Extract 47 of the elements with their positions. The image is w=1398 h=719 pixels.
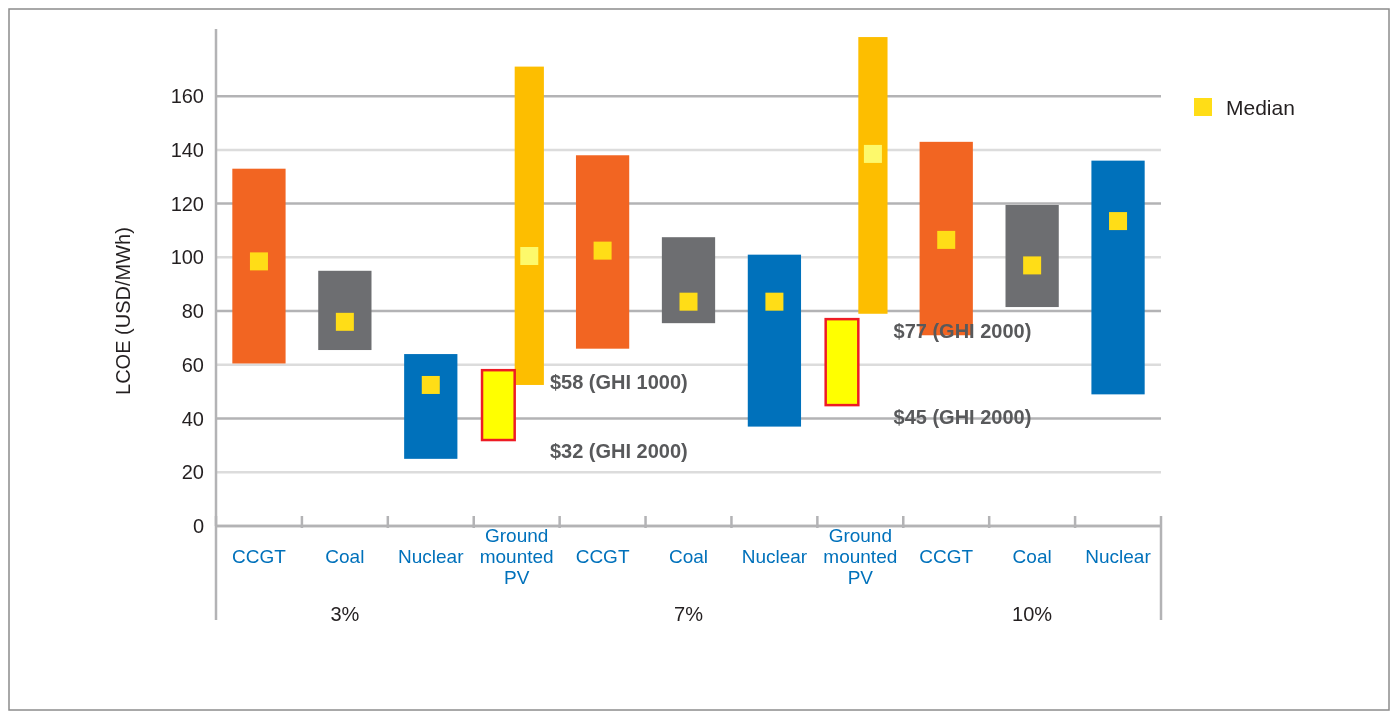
x-tick-label: Coal [668,545,709,567]
point [765,292,784,311]
point [593,241,612,260]
annotation: $32 (GHI 2000) [549,440,688,463]
point [421,375,440,394]
x-tick-label: Ground mounted PV [823,524,898,588]
text: 3% [330,603,360,625]
annotation: $45 (GHI 2000) [893,405,1032,428]
text: 7% [674,603,704,625]
bar [661,237,716,324]
y-tick-label: 140 [170,138,204,161]
bar [232,168,286,364]
bar [1005,204,1059,308]
x-tick-label: Nuclear [1085,545,1152,567]
bar [1091,160,1145,395]
point [679,292,698,311]
y-tick-label: 80 [181,300,204,323]
y-tick-label: 20 [181,461,204,484]
x-tick-label: Coal [1012,545,1052,567]
text: 10% [1012,603,1053,625]
x-tick-label: Nuclear [741,545,808,567]
point [1023,256,1042,275]
point [249,252,268,271]
y-tick-label: 0 [192,515,204,537]
y-tick-label: 100 [170,246,204,269]
legend-label: Median [1226,95,1295,119]
bar [575,155,630,349]
x-tick-label: Ground mounted PV [479,524,554,588]
bar [318,270,372,351]
bar [747,254,802,427]
y-tick-label: 60 [181,353,204,376]
y-tick-label: 120 [170,192,204,215]
bar [480,368,516,442]
bar [824,317,860,407]
y-axis-title: LCOE (USD/MWh) [112,227,134,395]
point [937,230,956,249]
x-tick-label: Nuclear [398,545,465,567]
x-tick-label: CCGT [232,545,287,567]
annotation: $58 (GHI 1000) [549,370,688,393]
y-tick-label: 40 [181,407,204,430]
x-tick-label: Coal [325,545,365,567]
bar [404,354,458,459]
point [1109,212,1128,231]
y-tick-label: 160 [170,85,204,108]
x-tick-label: CCGT [575,545,630,567]
point [335,312,354,331]
x-tick-label: CCGT [919,545,974,567]
